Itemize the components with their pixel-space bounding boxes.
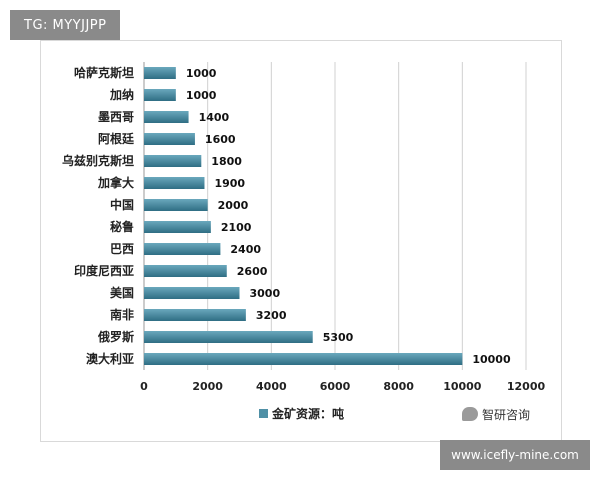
watermark-top-badge: TG: MYYJJPP [10, 10, 121, 40]
category-label: 中国 [110, 197, 134, 212]
legend: 金矿资源：吨 [259, 406, 344, 421]
value-label: 10000 [472, 353, 511, 366]
x-tick-label: 4000 [256, 380, 287, 393]
value-label: 2100 [221, 221, 252, 234]
bar [144, 331, 313, 343]
bar [144, 221, 211, 233]
value-label: 2400 [230, 243, 261, 256]
category-label: 加纳 [109, 87, 134, 102]
value-label: 1900 [214, 177, 245, 190]
grid-lines [143, 62, 527, 370]
category-label: 巴西 [110, 242, 134, 256]
value-label: 1400 [199, 111, 230, 124]
category-label: 墨西哥 [98, 110, 134, 124]
x-tick-label: 10000 [443, 380, 482, 393]
value-labels: 1000 1000 1400 1600 1800 1900 2000 2100 2400 2600… [186, 67, 511, 366]
bar [144, 309, 246, 321]
value-label: 1000 [186, 67, 217, 80]
value-label: 1800 [211, 155, 242, 168]
value-label: 5300 [323, 331, 354, 344]
chat-bubble-icon [462, 407, 478, 421]
category-label: 澳大利亚 [86, 351, 134, 366]
chart-frame [40, 40, 562, 442]
brand-watermark-text: 智研咨询 [482, 407, 531, 422]
value-label: 2600 [237, 265, 268, 278]
category-label: 南非 [110, 307, 134, 322]
value-label: 1600 [205, 133, 236, 146]
value-label: 3200 [256, 309, 287, 322]
x-tick-label: 6000 [320, 380, 351, 393]
category-label: 俄罗斯 [97, 329, 134, 344]
bar [144, 177, 205, 189]
bar [144, 265, 227, 277]
bar [144, 155, 202, 167]
bar [144, 287, 240, 299]
bar [144, 89, 176, 101]
legend-label: 金矿资源：吨 [271, 406, 344, 421]
bar [144, 199, 208, 211]
category-labels: 哈萨克斯坦加纳墨西哥阿根廷乌兹别克斯坦加拿大中国秘鲁巴西印度尼西亚美国南非俄罗斯… [62, 65, 135, 366]
category-label: 哈萨克斯坦 [74, 65, 134, 80]
bar [144, 111, 189, 123]
x-tick-label: 0 [140, 380, 148, 393]
x-axis-ticks: 0 2000 4000 6000 8000 10000 12000 [140, 380, 545, 393]
category-label: 美国 [110, 285, 134, 300]
x-tick-label: 8000 [383, 380, 414, 393]
category-label: 阿根廷 [98, 131, 135, 146]
bar [144, 133, 195, 145]
legend-swatch [259, 409, 268, 418]
watermark-url-badge: www.icefly-mine.com [440, 440, 590, 470]
category-label: 秘鲁 [110, 219, 134, 234]
bar [144, 67, 176, 79]
category-label: 乌兹别克斯坦 [62, 153, 134, 168]
x-tick-label: 12000 [507, 380, 546, 393]
value-label: 1000 [186, 89, 217, 102]
bar [144, 243, 221, 255]
bar-series [144, 67, 463, 365]
x-tick-label: 2000 [192, 380, 223, 393]
category-label: 印度尼西亚 [74, 263, 134, 278]
bar [144, 353, 463, 365]
brand-watermark: 智研咨询 [462, 404, 530, 424]
category-label: 加拿大 [97, 175, 134, 190]
value-label: 2000 [218, 199, 249, 212]
value-label: 3000 [250, 287, 281, 300]
